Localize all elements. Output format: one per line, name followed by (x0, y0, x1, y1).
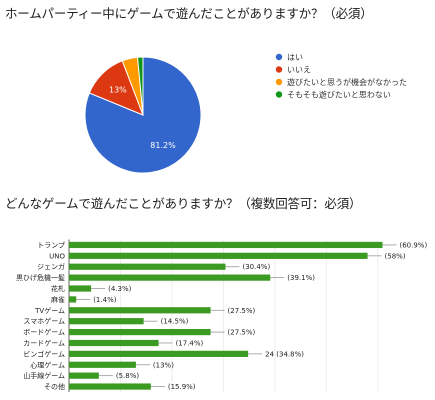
pie-chart: 81.2% 13% はいいいえ遊びたいと思うが機会がなかったそもそも遊びたいと思わ… (84, 53, 407, 174)
bar-value-label: (27.5%) (228, 329, 256, 337)
category-label: 山手線ゲーム (23, 371, 65, 380)
bar (69, 252, 368, 259)
bar-value-label: (5.8%) (116, 372, 140, 380)
category-label: 心理ゲーム (30, 360, 65, 369)
bar-value-label: 24 (34.8%) (265, 350, 304, 358)
bar (69, 274, 271, 281)
category-label: カードゲーム (23, 338, 65, 347)
bar-value-label: (4.3%) (108, 285, 132, 293)
bar (69, 339, 159, 347)
legend-swatch (275, 66, 283, 73)
legend-swatch (275, 78, 283, 86)
bar (69, 318, 144, 325)
bar (69, 296, 77, 303)
bar-value-label: (27.5%) (228, 307, 256, 315)
pie-slice (136, 56, 144, 116)
bar-value-label: (15.9%) (168, 383, 196, 391)
bar-value-label: (39.1%) (287, 274, 315, 282)
bar (69, 241, 383, 249)
bar (69, 285, 92, 292)
bar (69, 372, 99, 379)
bar (69, 383, 151, 390)
category-label: スマホゲーム (23, 317, 65, 326)
legend-label: はい (287, 53, 303, 62)
category-label: TVゲーム (34, 306, 65, 315)
pie-chart-title: ホームパーティー中にゲームで遊んだことがありますか？（必須） (5, 6, 373, 21)
bar-value-label: (30.4%) (242, 263, 270, 271)
bar-value-label: (58%) (385, 252, 406, 260)
bar-value-label: (1.4%) (93, 296, 117, 304)
category-label: UNO (49, 252, 65, 260)
category-label: ボードゲーム (23, 328, 65, 337)
bar (69, 328, 211, 336)
legend-swatch (275, 91, 283, 98)
category-label: トランプ (37, 241, 65, 249)
bar-chart-title: どんなゲームで遊んだことがありますか？（複数回答可：必須） (5, 196, 362, 211)
bar (69, 361, 136, 368)
bar-value-label: (60.9%) (399, 241, 427, 249)
category-label: 黒ひげ危機一髪 (16, 273, 65, 282)
pie-slice-label: 81.2% (150, 141, 176, 150)
pie-slice-label: 13% (109, 85, 127, 94)
bar (69, 263, 226, 270)
legend-label: そもそも遊びたいと思わない (287, 90, 391, 100)
category-label: 花札 (51, 284, 65, 293)
bar-value-label: (13%) (153, 361, 174, 369)
legend-label: いいえ (287, 66, 311, 75)
bar (69, 350, 249, 357)
bar-value-label: (17.4%) (176, 339, 204, 347)
legend-swatch (275, 53, 283, 61)
bar (69, 307, 211, 314)
category-label: ジェンガ (37, 262, 65, 271)
legend-label: 遊びたいと思うが機会がなかった (287, 77, 407, 87)
category-label: ビンゴゲーム (23, 349, 65, 358)
bar-value-label: (14.5%) (161, 318, 189, 326)
category-label: 麻雀 (51, 295, 65, 304)
category-label: その他 (44, 382, 65, 391)
